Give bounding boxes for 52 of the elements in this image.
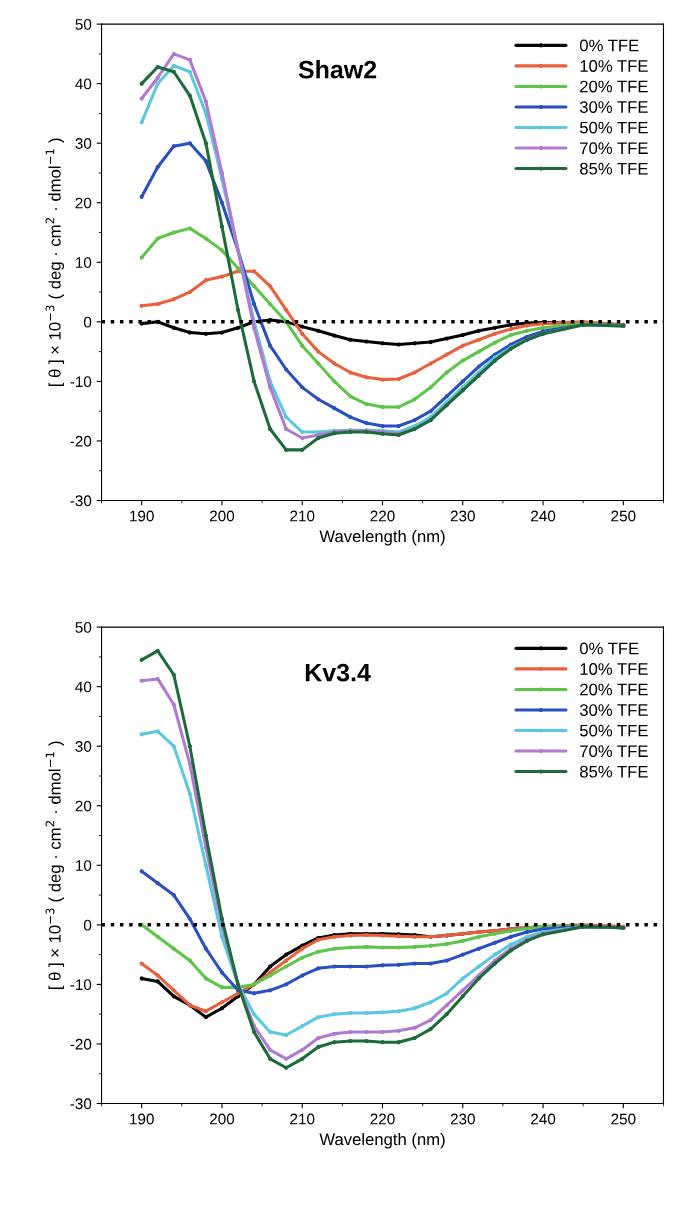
legend-label: 30% TFE xyxy=(579,704,648,716)
legend-label: 85% TFE xyxy=(580,765,648,778)
legend-label: 20% TFE xyxy=(580,683,648,696)
y-tick-label: -30 xyxy=(70,495,92,507)
legend-label: 10% TFE xyxy=(580,663,648,675)
x-tick-label: 200 xyxy=(209,510,235,522)
y-tick-label: 50 xyxy=(75,18,92,30)
y-tick-label: -20 xyxy=(70,1038,92,1050)
legend-label: 70% TFE xyxy=(580,745,648,758)
legend-label: 10% TFE xyxy=(580,60,648,72)
y-tick-label: 40 xyxy=(75,681,92,693)
y-tick-label: -30 xyxy=(70,1098,92,1110)
x-tick-label: 230 xyxy=(450,510,475,522)
x-tick-label: 200 xyxy=(209,1113,235,1125)
y-tick-label: -10 xyxy=(70,376,92,388)
x-tick-label: 210 xyxy=(290,1113,315,1125)
x-tick-label: 220 xyxy=(370,510,395,522)
y-tick-label: 50 xyxy=(75,621,92,633)
legend-label: 30% TFE xyxy=(579,101,648,113)
x-tick-label: 190 xyxy=(130,1113,154,1125)
y-tick-label: 30 xyxy=(75,138,92,149)
legend-label: 0% TFE xyxy=(579,642,639,655)
x-tick-label: 250 xyxy=(611,1113,636,1125)
x-tick-label: 220 xyxy=(370,1113,395,1125)
y-tick-label: 20 xyxy=(75,800,92,812)
legend-label: 85% TFE xyxy=(580,162,648,175)
x-tick-label: 240 xyxy=(531,1113,556,1125)
y-tick-label: 10 xyxy=(76,860,92,871)
y-tick-label: 40 xyxy=(75,78,92,90)
x-tick-label: 240 xyxy=(531,510,556,522)
text: Shaw2 xyxy=(298,60,377,79)
x-axis-title: Wavelength (nm) xyxy=(319,1133,445,1149)
y-tick-label: 30 xyxy=(75,741,92,752)
x-tick-label: 190 xyxy=(130,510,154,522)
legend-label: 0% TFE xyxy=(579,39,639,52)
y-tick-label: 0 xyxy=(83,316,92,328)
legend-label: 50% TFE xyxy=(579,724,648,737)
y-axis-title: [ θ ] × 10$^{−3}$ ( deg · cm$^{2}$ · dmol$^{−1}$ ) xyxy=(45,138,65,387)
y-tick-label: 20 xyxy=(75,197,92,209)
y-tick-label: -20 xyxy=(70,435,92,447)
y-axis-title: [ θ ] × 10$^{−3}$ ( deg · cm$^{2}$ · dmol$^{−1}$ ) xyxy=(45,741,65,990)
legend-label: 70% TFE xyxy=(580,142,648,155)
y-tick-label: -10 xyxy=(70,979,92,991)
x-tick-label: 210 xyxy=(290,510,315,522)
text: Kv3.4 xyxy=(305,663,371,682)
x-tick-label: 250 xyxy=(611,510,636,522)
legend-label: 50% TFE xyxy=(579,121,648,134)
y-tick-label: 10 xyxy=(76,257,92,268)
x-tick-label: 230 xyxy=(450,1113,475,1125)
legend-label: 20% TFE xyxy=(580,80,648,93)
y-tick-label: 0 xyxy=(83,919,92,931)
x-axis-title: Wavelength (nm) xyxy=(319,530,445,546)
